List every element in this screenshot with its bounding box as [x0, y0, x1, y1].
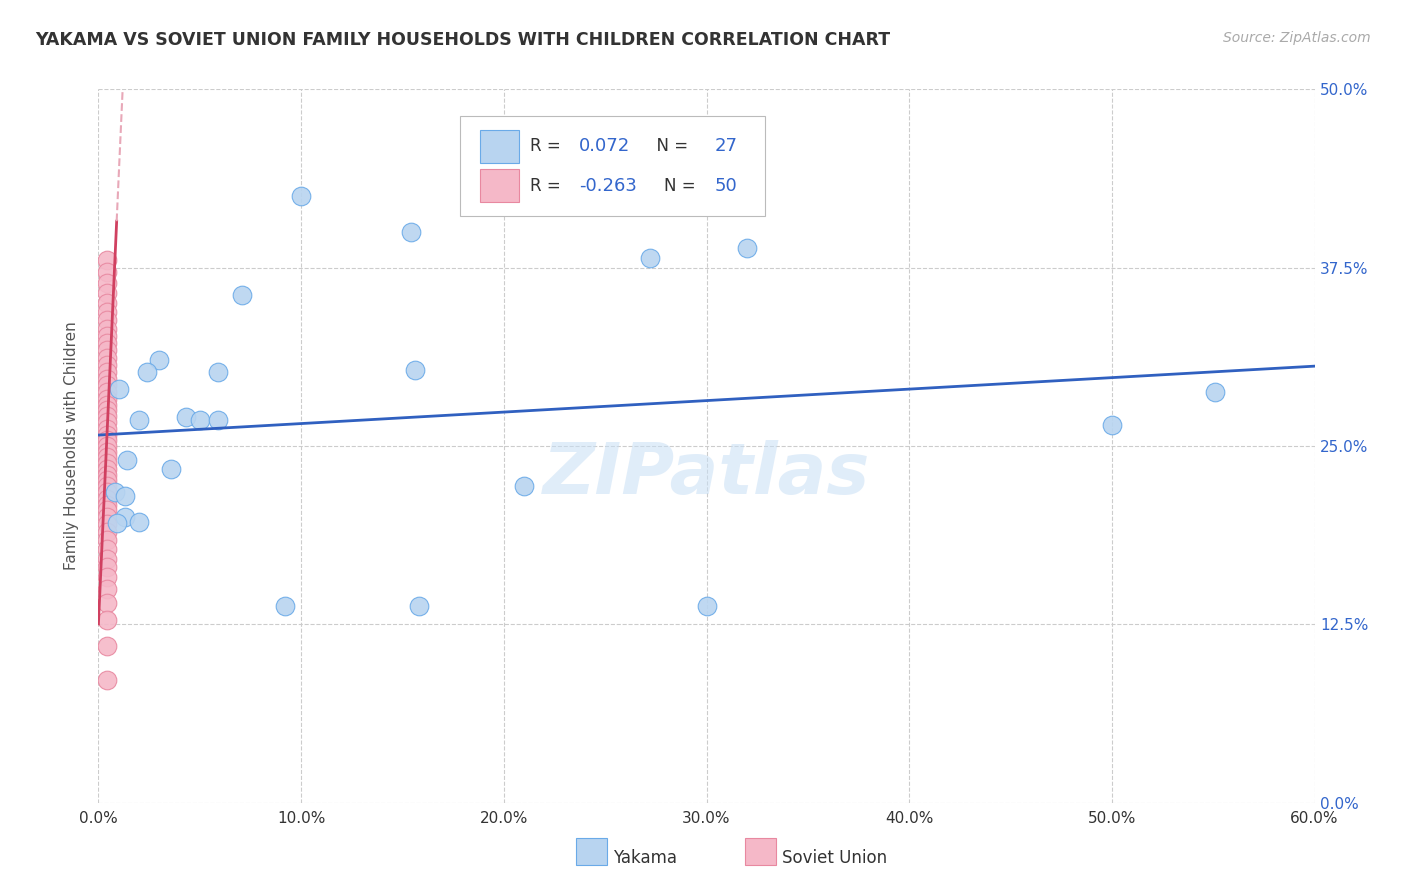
Text: 50: 50 [716, 177, 738, 194]
Text: 27: 27 [716, 137, 738, 155]
Point [188, 413, 211, 427]
Point [148, 353, 170, 368]
Point [96, 265, 118, 279]
Point [96, 403, 118, 417]
Point [96, 498, 118, 512]
Point [404, 363, 426, 377]
Point [96, 343, 118, 358]
Point [104, 484, 127, 499]
Point [231, 287, 253, 301]
FancyBboxPatch shape [460, 116, 765, 216]
Point [105, 516, 128, 530]
Point [96, 517, 118, 532]
Point [96, 253, 118, 268]
Point [96, 450, 118, 465]
Point [115, 453, 138, 467]
Y-axis label: Family Households with Children: Family Households with Children [65, 322, 79, 570]
Point [96, 613, 118, 627]
Point [1204, 384, 1226, 399]
Point [96, 503, 118, 517]
Point [96, 372, 118, 386]
Point [160, 462, 183, 476]
Point [696, 599, 718, 613]
Text: R =: R = [530, 177, 567, 194]
Text: Yakama: Yakama [613, 849, 678, 867]
Point [96, 336, 118, 351]
Point [96, 456, 118, 470]
Text: N =: N = [664, 177, 700, 194]
Point [96, 510, 118, 524]
Point [96, 551, 118, 566]
Point [96, 467, 118, 482]
Point [96, 409, 118, 423]
Point [96, 286, 118, 301]
Point [96, 570, 118, 584]
Text: Source: ZipAtlas.com: Source: ZipAtlas.com [1223, 31, 1371, 45]
Point [136, 365, 159, 379]
Point [513, 479, 536, 493]
Point [96, 365, 118, 379]
Point [96, 358, 118, 372]
Point [114, 489, 136, 503]
Point [96, 277, 118, 291]
Point [96, 596, 118, 610]
FancyBboxPatch shape [481, 169, 519, 202]
Text: 0.072: 0.072 [579, 137, 630, 155]
Point [128, 515, 150, 529]
Point [96, 533, 118, 548]
FancyBboxPatch shape [481, 130, 519, 162]
Point [399, 225, 422, 239]
Point [408, 599, 430, 613]
Point [96, 305, 118, 319]
Text: Soviet Union: Soviet Union [782, 849, 887, 867]
Text: N =: N = [645, 137, 693, 155]
Point [96, 484, 118, 499]
Point [96, 398, 118, 412]
Point [96, 444, 118, 458]
Point [96, 541, 118, 556]
Point [96, 427, 118, 442]
Point [96, 639, 118, 653]
Point [96, 434, 118, 448]
Point [96, 392, 118, 406]
Text: ZIPatlas: ZIPatlas [543, 440, 870, 509]
Point [96, 473, 118, 487]
Point [107, 382, 129, 396]
Point [1101, 417, 1123, 432]
Point [290, 189, 312, 203]
Point [96, 439, 118, 453]
Point [96, 582, 118, 596]
Point [96, 560, 118, 574]
Point [207, 413, 229, 427]
Point [96, 377, 118, 392]
Point [96, 673, 118, 687]
Point [96, 524, 118, 539]
Point [96, 329, 118, 343]
Point [114, 510, 136, 524]
Point [96, 462, 118, 476]
Point [96, 415, 118, 429]
Point [96, 479, 118, 493]
Point [638, 251, 661, 265]
Point [96, 296, 118, 310]
Text: -0.263: -0.263 [579, 177, 637, 194]
Point [96, 422, 118, 436]
Point [274, 599, 297, 613]
Point [96, 491, 118, 506]
Point [96, 322, 118, 336]
Point [128, 413, 150, 427]
Point [96, 313, 118, 327]
Point [174, 410, 197, 425]
Point [207, 365, 229, 379]
Text: YAKAMA VS SOVIET UNION FAMILY HOUSEHOLDS WITH CHILDREN CORRELATION CHART: YAKAMA VS SOVIET UNION FAMILY HOUSEHOLDS… [35, 31, 890, 49]
Point [96, 351, 118, 365]
Point [735, 241, 758, 255]
Point [96, 384, 118, 399]
Text: R =: R = [530, 137, 567, 155]
